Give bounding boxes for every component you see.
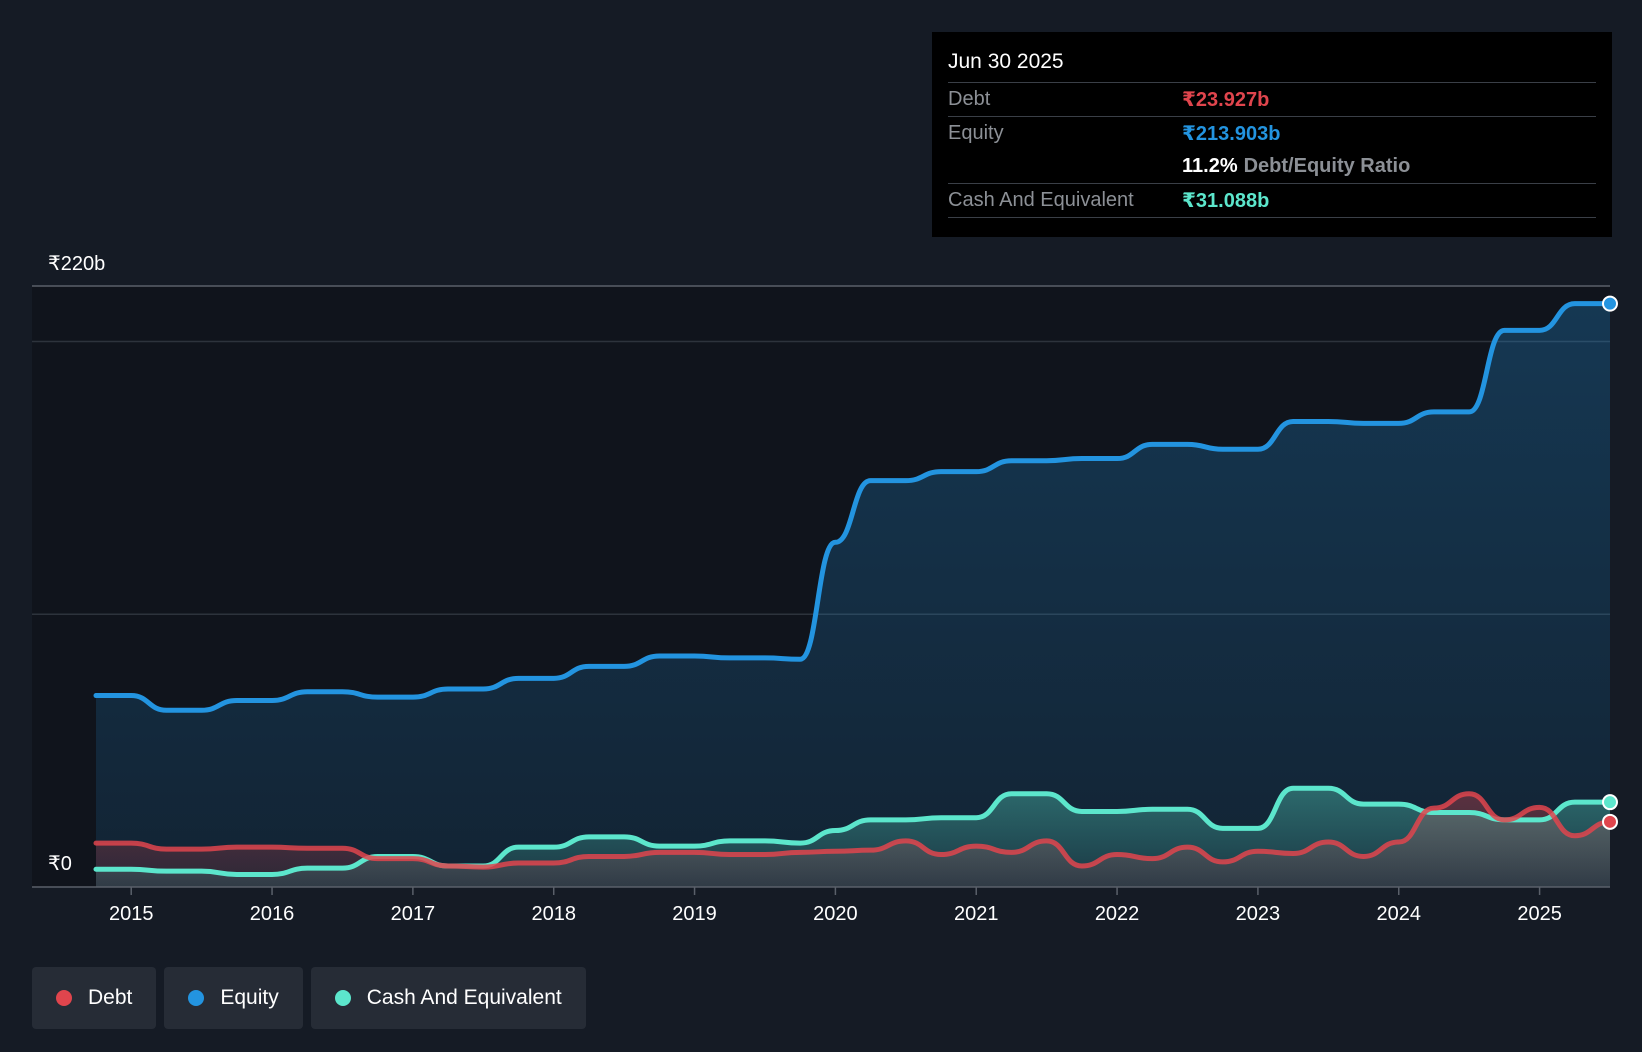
x-tick-label-2025: 2025: [1517, 903, 1562, 925]
equity-dot-icon: [188, 990, 205, 1006]
x-tick-label-2021: 2021: [954, 903, 999, 925]
tooltip-cash-label: Cash And Equivalent: [948, 189, 1134, 211]
tooltip-equity-value: ₹213.903b: [1182, 123, 1281, 145]
tooltip-equity-label: Equity: [948, 122, 1004, 144]
tooltip-ratio-value: 11.2%: [1182, 155, 1238, 177]
tooltip-equity-row: Equity ₹213.903b: [948, 117, 1596, 150]
x-tick-label-2022: 2022: [1095, 903, 1140, 925]
legend-label-cash: Cash And Equivalent: [366, 986, 562, 1009]
equity-end-marker: [1602, 295, 1618, 312]
legend-item-debt[interactable]: Debt: [32, 967, 157, 1029]
y-axis-top-label: ₹220b: [48, 253, 105, 275]
cash-dot-icon: [334, 990, 351, 1006]
equity-line: [93, 301, 1613, 713]
x-tick-label-2016: 2016: [250, 903, 295, 925]
tooltip-date: Jun 30 2025: [948, 46, 1596, 83]
axis-layer: 2015 2016 2017 2018 2019 2020 2021 2022 2023 2024…: [32, 886, 1610, 925]
legend-item-equity[interactable]: Equity: [164, 967, 303, 1029]
tooltip-debt-label: Debt: [948, 88, 991, 110]
y-axis-bottom-label: ₹0: [48, 853, 72, 875]
x-tick-label-2023: 2023: [1236, 903, 1281, 925]
x-tick-label-2019: 2019: [672, 903, 717, 925]
tooltip-debt-row: Debt ₹23.927b: [948, 83, 1596, 117]
legend-item-cash[interactable]: Cash And Equivalent: [310, 967, 586, 1029]
x-tick-label-2024: 2024: [1376, 903, 1421, 925]
legend: Debt Equity Cash And Equivalent: [32, 967, 586, 1029]
line-layer: [93, 301, 1613, 877]
debt-end-marker: [1602, 813, 1618, 830]
cash-end-marker: [1602, 794, 1618, 811]
legend-label-equity: Equity: [220, 986, 279, 1009]
debt-line: [93, 791, 1613, 870]
marker-layer: [1602, 295, 1618, 830]
tooltip: Jun 30 2025 Debt ₹23.927b Equity ₹213.90…: [932, 32, 1612, 237]
tooltip-ratio-row: 11.2% Debt/Equity Ratio: [948, 150, 1596, 184]
x-tick-label-2018: 2018: [531, 903, 576, 925]
tooltip-debt-value: ₹23.927b: [1182, 89, 1270, 111]
x-tick-label-2017: 2017: [391, 903, 436, 925]
legend-label-debt: Debt: [88, 986, 133, 1009]
cash-line: [93, 785, 1613, 877]
x-tick-label-2020: 2020: [813, 903, 858, 925]
tooltip-ratio-label: Debt/Equity Ratio: [1243, 155, 1411, 177]
tooltip-cash-row: Cash And Equivalent ₹31.088b: [948, 184, 1596, 218]
debt-dot-icon: [56, 990, 72, 1006]
tooltip-cash-value: ₹31.088b: [1182, 190, 1270, 212]
x-tick-label-2015: 2015: [109, 903, 154, 925]
